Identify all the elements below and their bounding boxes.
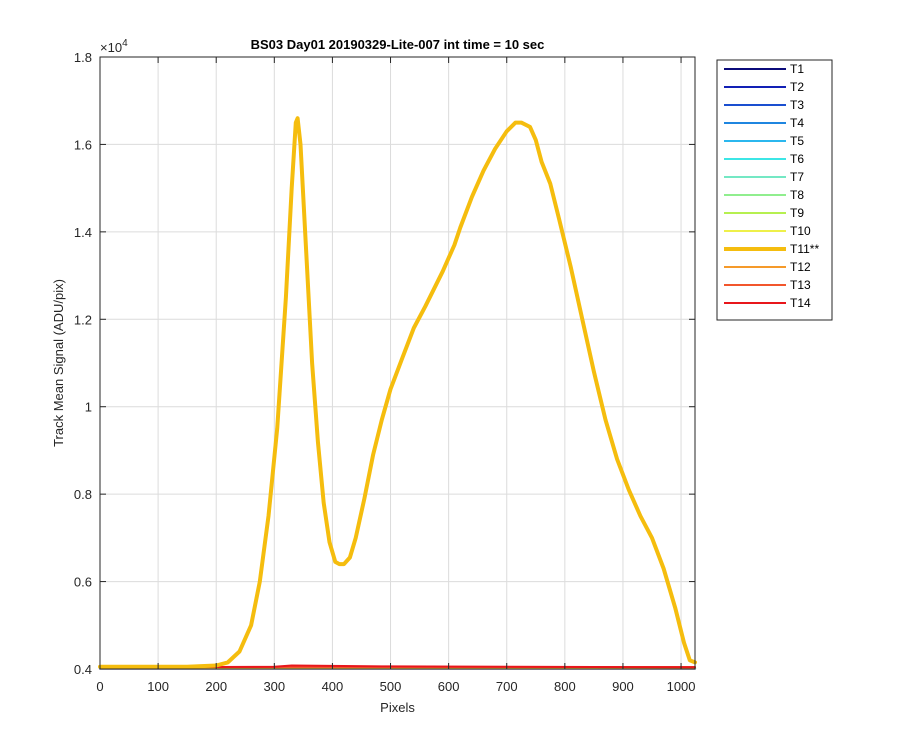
x-tick-label: 1000 <box>667 679 696 694</box>
series-line-t11 <box>98 116 697 669</box>
legend-label: T14 <box>790 296 811 310</box>
x-tick-label: 200 <box>205 679 227 694</box>
y-axis-label: Track Mean Signal (ADU/pix) <box>51 279 66 447</box>
legend-label: T4 <box>790 116 804 130</box>
x-tick-label: 600 <box>438 679 460 694</box>
legend-label: T13 <box>790 278 811 292</box>
y-exponent-base: ×10 <box>100 40 122 55</box>
y-tick-label: 0.8 <box>74 487 92 502</box>
legend-label: T2 <box>790 80 804 94</box>
y-axis-exponent: ×104 <box>100 38 128 55</box>
x-tick-label: 100 <box>147 679 169 694</box>
y-tick-label: 1 <box>85 400 92 415</box>
x-tick-label: 800 <box>554 679 576 694</box>
plot-frame <box>99 56 696 670</box>
legend-label: T8 <box>790 188 804 202</box>
x-axis-label: Pixels <box>380 700 415 715</box>
legend: T1 T2 T3 T4 T5 T6 T7 T8 T9 T10 T11** T12 T13 T14 <box>716 59 833 321</box>
axis-ticks: 0 100 200 300 400 500 600 700 800 900 1000 0.4 0.6 0.… <box>74 50 696 694</box>
chart-title: BS03 Day01 20190329-Lite-007 int time = … <box>251 37 545 52</box>
y-tick-label: 1.2 <box>74 312 92 327</box>
legend-label: T7 <box>790 170 804 184</box>
x-tick-label: 300 <box>263 679 285 694</box>
x-tick-label: 500 <box>380 679 402 694</box>
y-tick-label: 1.8 <box>74 50 92 65</box>
legend-label: T1 <box>790 62 804 76</box>
x-tick-label: 400 <box>322 679 344 694</box>
legend-box <box>716 59 833 321</box>
y-tick-label: 0.4 <box>74 662 92 677</box>
legend-label: T10 <box>790 224 811 238</box>
legend-label: T3 <box>790 98 804 112</box>
legend-label: T12 <box>790 260 811 274</box>
legend-label: T9 <box>790 206 804 220</box>
x-tick-label: 700 <box>496 679 518 694</box>
legend-label: T11** <box>790 242 819 256</box>
x-tick-label: 900 <box>612 679 634 694</box>
y-tick-label: 1.6 <box>74 137 92 152</box>
plot-area <box>100 57 695 669</box>
y-exponent-power: 4 <box>122 38 128 49</box>
y-tick-label: 0.6 <box>74 575 92 590</box>
x-tick-label: 0 <box>96 679 103 694</box>
y-tick-label: 1.4 <box>74 225 92 240</box>
legend-label: T5 <box>790 134 804 148</box>
legend-label: T6 <box>790 152 804 166</box>
